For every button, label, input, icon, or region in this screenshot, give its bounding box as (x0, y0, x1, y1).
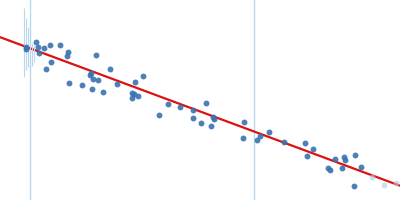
Point (165, 102, 171, 105)
Point (266, 131, 272, 134)
Point (132, 80, 139, 84)
Point (47, 43, 54, 47)
Point (57, 43, 64, 47)
Point (198, 121, 204, 125)
Point (341, 155, 348, 158)
Point (358, 166, 364, 169)
Point (177, 106, 183, 109)
Point (129, 91, 135, 94)
Point (369, 176, 375, 179)
Point (381, 183, 387, 187)
Point (66, 82, 72, 85)
Point (36, 52, 42, 55)
Point (393, 181, 399, 185)
Point (350, 184, 357, 187)
Point (140, 74, 146, 77)
Point (64, 55, 70, 58)
Point (339, 166, 346, 170)
Point (309, 147, 316, 150)
Point (257, 135, 263, 138)
Point (79, 83, 86, 86)
Point (23, 47, 29, 51)
Point (90, 78, 96, 81)
Point (241, 120, 247, 124)
Point (33, 40, 40, 43)
Point (304, 154, 310, 158)
Point (114, 82, 120, 86)
Point (106, 68, 113, 71)
Point (135, 94, 141, 97)
Point (41, 47, 48, 50)
Point (128, 96, 135, 100)
Point (240, 137, 246, 140)
Point (190, 108, 196, 111)
Point (88, 71, 94, 74)
Point (190, 117, 196, 120)
Point (202, 101, 209, 105)
Point (332, 157, 338, 161)
Point (64, 50, 71, 53)
Point (93, 54, 99, 57)
Point (100, 90, 106, 94)
Point (281, 141, 287, 144)
Point (86, 73, 93, 76)
Point (342, 158, 348, 161)
Point (48, 60, 54, 63)
Point (23, 45, 29, 48)
Point (130, 93, 137, 96)
Point (254, 139, 260, 142)
Point (325, 166, 332, 169)
Point (95, 79, 102, 82)
Point (327, 168, 334, 171)
Point (211, 117, 218, 121)
Point (352, 154, 358, 157)
Point (210, 115, 216, 118)
Point (43, 68, 49, 71)
Point (302, 141, 309, 144)
Point (208, 124, 214, 127)
Point (89, 88, 95, 91)
Point (156, 113, 162, 116)
Point (35, 45, 41, 49)
